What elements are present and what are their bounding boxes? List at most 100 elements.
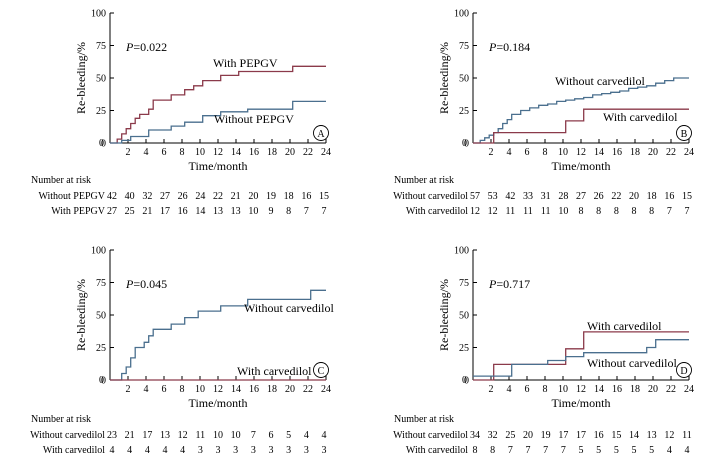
series-label-2: Without PEPGV <box>214 112 294 126</box>
y-tick-label: 50 <box>96 311 106 322</box>
risk-value: 21 <box>231 191 241 202</box>
series-label-1: Without carvedilol <box>244 301 334 315</box>
risk-value: 3 <box>304 445 309 456</box>
x-tick-label: 10 <box>558 147 568 158</box>
risk-value: 40 <box>125 191 135 202</box>
risk-value: 5 <box>614 445 619 456</box>
risk-value: 53 <box>488 191 498 202</box>
x-axis-label: Time/month <box>552 396 611 410</box>
x-tick-label: 18 <box>630 147 640 158</box>
risk-value: 13 <box>213 206 223 217</box>
x-tick-label: 20 <box>648 384 658 395</box>
risk-value: 8 <box>614 206 619 217</box>
x-tick-label: 6 <box>525 147 530 158</box>
risk-value: 5 <box>596 445 601 456</box>
x-tick-label: 20 <box>285 384 295 395</box>
risk-row-label: Without PEPGV <box>38 191 105 202</box>
risk-value: 3 <box>216 445 221 456</box>
y-tick-label: 100 <box>91 9 106 20</box>
series-label-2: With carvedilol <box>603 110 678 124</box>
risk-value: 25 <box>505 430 515 441</box>
risk-value: 7 <box>508 445 513 456</box>
risk-value: 7 <box>251 430 256 441</box>
risk-row-label: Without carvedilol <box>393 430 468 441</box>
risk-value: 11 <box>506 206 516 217</box>
risk-value: 13 <box>647 430 657 441</box>
y-tick-label: 0 <box>101 376 106 387</box>
risk-table-title: Number at risk <box>31 414 91 425</box>
risk-row-label: With PEPGV <box>51 206 106 217</box>
risk-value: 27 <box>160 191 170 202</box>
risk-value: 8 <box>632 206 637 217</box>
x-tick-label: 2 <box>126 384 131 395</box>
risk-value: 8 <box>579 206 584 217</box>
x-tick-label: 12 <box>576 384 586 395</box>
risk-row-label: With carvedilol <box>406 206 468 217</box>
risk-value: 31 <box>541 191 551 202</box>
risk-value: 17 <box>142 430 152 441</box>
y-tick-label: 100 <box>454 246 469 257</box>
x-tick-label: 12 <box>576 147 586 158</box>
y-tick-label: 75 <box>459 278 469 289</box>
series-line-2 <box>473 339 689 377</box>
risk-value: 11 <box>541 206 551 217</box>
risk-value: 14 <box>629 430 639 441</box>
p-value: P=0.717 <box>488 277 530 291</box>
x-tick-label: 14 <box>231 384 241 395</box>
x-tick-label: 6 <box>162 384 167 395</box>
risk-value: 3 <box>286 445 291 456</box>
risk-value: 8 <box>473 445 478 456</box>
x-tick-label: 2 <box>126 147 131 158</box>
risk-value: 4 <box>322 430 327 441</box>
risk-value: 20 <box>248 191 258 202</box>
risk-value: 10 <box>248 206 258 217</box>
risk-value: 16 <box>664 191 674 202</box>
y-axis-label: Re-bleeding/% <box>74 279 88 351</box>
x-tick-label: 4 <box>507 147 512 158</box>
x-tick-label: 4 <box>144 384 149 395</box>
x-tick-label: 20 <box>648 147 658 158</box>
y-axis-label: Re-bleeding/% <box>437 42 451 114</box>
risk-value: 10 <box>213 430 223 441</box>
x-tick-label: 8 <box>180 384 185 395</box>
x-origin-label: 0 <box>462 375 467 386</box>
x-tick-label: 16 <box>249 384 259 395</box>
x-tick-label: 8 <box>543 384 548 395</box>
x-tick-label: 8 <box>543 147 548 158</box>
series-label-1: With PEPGV <box>213 56 278 70</box>
risk-value: 7 <box>543 445 548 456</box>
risk-value: 4 <box>667 445 672 456</box>
risk-value: 6 <box>269 430 274 441</box>
risk-value: 10 <box>231 430 241 441</box>
risk-value: 5 <box>286 430 291 441</box>
risk-value: 15 <box>611 430 621 441</box>
x-tick-label: 2 <box>489 384 494 395</box>
x-tick-label: 14 <box>594 384 604 395</box>
risk-value: 32 <box>142 191 152 202</box>
p-value: P=0.022 <box>125 40 167 54</box>
panel-badge <box>313 362 329 378</box>
series-label-2: Without carvedilol <box>587 356 677 370</box>
x-origin-label: 0 <box>462 138 467 149</box>
panel-badge <box>676 125 692 141</box>
risk-value: 4 <box>163 445 168 456</box>
risk-value: 4 <box>110 445 115 456</box>
risk-value: 3 <box>198 445 203 456</box>
x-axis-label: Time/month <box>189 396 248 410</box>
risk-value: 10 <box>558 206 568 217</box>
risk-value: 4 <box>180 445 185 456</box>
x-tick-label: 22 <box>303 147 313 158</box>
risk-value: 19 <box>541 430 551 441</box>
risk-row-label: Without carvedilol <box>30 430 105 441</box>
x-tick-label: 24 <box>321 147 331 158</box>
risk-value: 23 <box>107 430 117 441</box>
risk-value: 5 <box>632 445 637 456</box>
risk-row-label: With carvedilol <box>43 445 105 456</box>
panel-badge-letter: B <box>681 129 688 140</box>
risk-value: 3 <box>233 445 238 456</box>
risk-value: 32 <box>488 430 498 441</box>
risk-value: 25 <box>125 206 135 217</box>
risk-value: 7 <box>304 206 309 217</box>
